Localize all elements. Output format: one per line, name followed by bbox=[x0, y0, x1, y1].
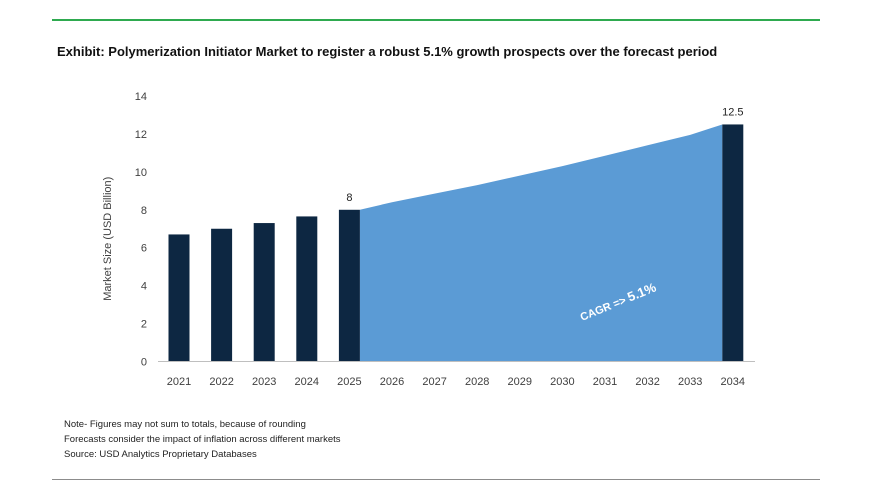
bar-2022 bbox=[211, 228, 233, 362]
note-source: Source: USD Analytics Proprietary Databa… bbox=[64, 449, 257, 460]
chart-title: Exhibit: Polymerization Initiator Market… bbox=[57, 44, 718, 59]
x-tick-label: 2034 bbox=[721, 376, 745, 388]
x-tick-label: 2032 bbox=[635, 376, 659, 388]
y-tick-label: 8 bbox=[141, 205, 147, 217]
note-inflation: Forecasts consider the impact of inflati… bbox=[64, 434, 341, 445]
x-tick-label: 2024 bbox=[295, 376, 319, 388]
y-tick-label: 12 bbox=[135, 129, 147, 141]
bottom-rule bbox=[52, 479, 820, 480]
x-tick-label: 2033 bbox=[678, 376, 702, 388]
note-rounding: Note- Figures may not sum to totals, bec… bbox=[64, 419, 306, 430]
market-size-chart: Market Size (USD Billion) 0 2 4 6 8 10 12 14 20… bbox=[102, 91, 755, 388]
bar-2021 bbox=[168, 234, 190, 362]
y-tick-label: 10 bbox=[135, 167, 147, 179]
y-tick-label: 0 bbox=[141, 357, 147, 369]
y-axis-title: Market Size (USD Billion) bbox=[102, 177, 114, 301]
bar-2034 bbox=[722, 124, 744, 362]
y-tick-label: 6 bbox=[141, 243, 147, 255]
bar-2023 bbox=[253, 223, 275, 362]
data-label-2034: 12.5 bbox=[722, 106, 743, 118]
forecast-area bbox=[359, 124, 723, 362]
top-rule bbox=[52, 19, 820, 21]
x-tick-label: 2022 bbox=[209, 376, 233, 388]
y-tick-label: 2 bbox=[141, 319, 147, 331]
data-label-2025: 8 bbox=[346, 192, 352, 204]
x-tick-label: 2028 bbox=[465, 376, 489, 388]
x-tick-label: 2021 bbox=[167, 376, 191, 388]
y-tick-label: 4 bbox=[141, 281, 147, 293]
x-tick-label: 2026 bbox=[380, 376, 404, 388]
bar-2025 bbox=[338, 209, 360, 362]
bar-2024 bbox=[296, 216, 318, 362]
x-tick-label: 2025 bbox=[337, 376, 361, 388]
x-tick-label: 2030 bbox=[550, 376, 574, 388]
x-tick-label: 2029 bbox=[508, 376, 532, 388]
x-tick-label: 2027 bbox=[422, 376, 446, 388]
x-tick-label: 2031 bbox=[593, 376, 617, 388]
chart-notes: Note- Figures may not sum to totals, bec… bbox=[64, 417, 341, 462]
y-tick-label: 14 bbox=[135, 91, 147, 103]
x-tick-label: 2023 bbox=[252, 376, 276, 388]
